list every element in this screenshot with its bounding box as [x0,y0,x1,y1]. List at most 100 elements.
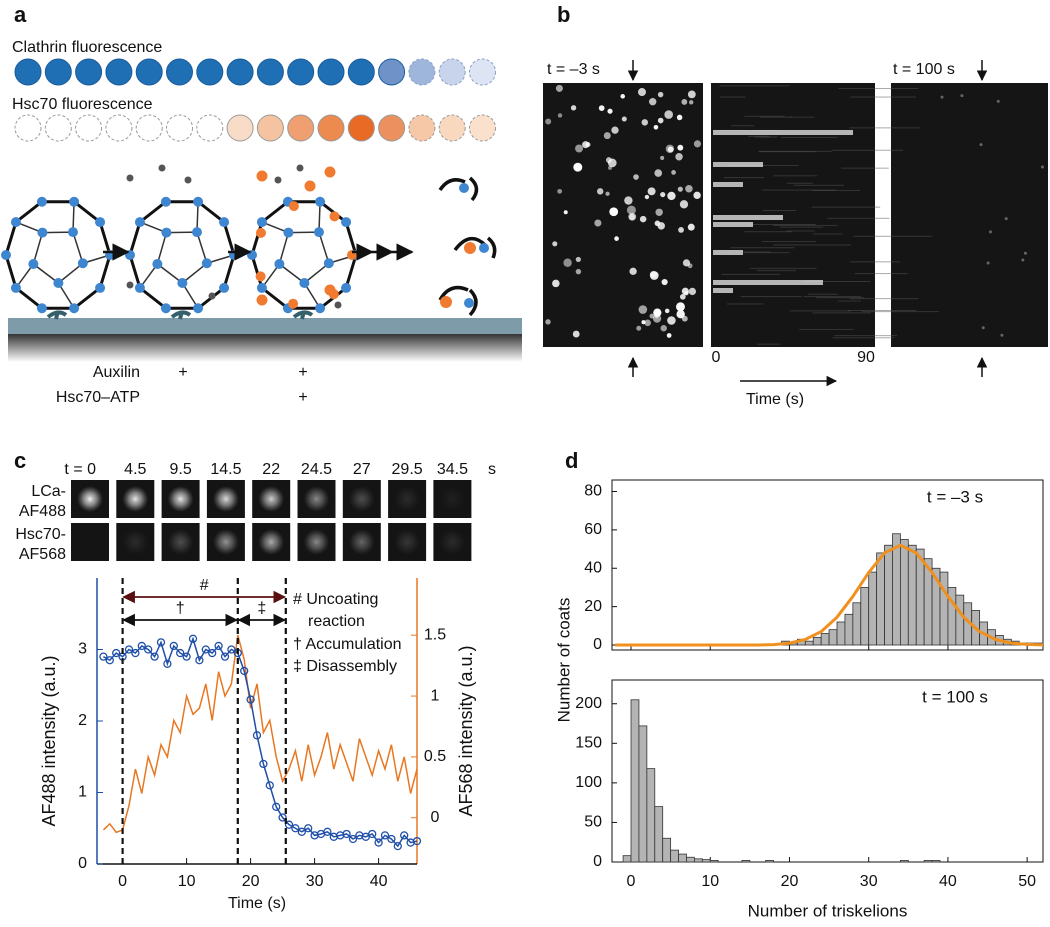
x-axis-label: Time (s) [228,895,286,912]
noise [812,312,872,314]
coat-spot [667,316,676,325]
coat-spot [649,270,657,278]
triskelion-hub [28,259,39,270]
hist-bar [892,533,901,646]
kymo-axis-label: Time (s) [746,391,804,408]
hsc70-dot [166,114,193,142]
triskelion-hub [341,217,352,228]
triskelion [453,236,497,259]
coat-spot [575,256,581,263]
faint-spot [989,230,993,234]
data-point [201,645,210,654]
data-point [348,834,358,844]
coat-spot [653,308,662,317]
coat-spot [596,188,604,195]
noise [744,231,792,233]
data-point [265,781,274,790]
triskelion-hub [341,282,352,293]
coat-spot [626,205,636,215]
triskelion-hub [177,277,188,288]
noise [812,189,860,191]
noise [786,230,815,232]
image-time-unit: s [488,461,496,478]
triskelion-hub [274,259,285,270]
noise [849,298,919,300]
coat-spot [687,223,695,231]
data-point [380,831,390,840]
clathrin-dot [287,58,315,86]
coat-spot [582,141,590,149]
x-tick-label: 10 [178,873,196,890]
row-label: AF488 [19,503,66,520]
faint-spot [1040,165,1044,169]
triskelion-hub [323,258,334,269]
data-point [137,641,146,651]
coat-spot [664,110,673,119]
noise [780,136,838,138]
noise [761,189,837,191]
y-axis-label: Number of coats [554,598,573,723]
coat-spot [661,278,668,286]
faint-spot [960,94,964,98]
triskelion-hub [283,227,294,238]
condition: Auxilin [93,364,140,381]
noise [787,182,813,184]
coat-spot [545,319,551,325]
kymo-streak [713,222,753,227]
kymo-tick: 90 [857,349,875,366]
coat-spot [637,88,647,97]
triskelion-hub [134,282,145,293]
triskelion-hub [95,217,106,228]
hsc70-atp [324,166,336,178]
faint-spot [1004,217,1008,221]
hist-bar [868,571,878,646]
coat-spot [620,94,626,99]
coat-spot [603,132,611,140]
triskelion-hub [459,183,469,193]
clathrin-dot [347,58,375,86]
coat-spot [677,186,683,192]
data-point [124,645,134,654]
coat-spot [641,320,646,325]
image-time: 24.5 [301,461,332,478]
hsc70 [255,227,266,238]
hist-bar [670,849,679,863]
cage-inner [32,231,84,284]
triskelion-hub [191,227,202,238]
thumbnail-spot [77,486,103,512]
coat-spot [654,169,663,177]
triskelion-hub [10,282,21,293]
triskelion-hub [160,303,171,314]
noise [758,151,816,153]
noise [853,235,932,237]
hsc70-dot [317,114,345,142]
clathrin-dot [256,58,284,86]
auxilin [126,174,134,182]
triskelion-hub [201,258,212,269]
coat-spot [679,293,686,300]
thumbnail-spot [212,486,239,512]
x-tick-label: 0 [118,873,127,890]
legend-text: ‡ Disassembly [293,658,397,675]
hsc70-dot [378,114,406,142]
span-symbol: # [200,577,209,594]
triskelion-hub [95,282,106,293]
coat-spot [557,113,563,118]
triskelion-hub [256,282,267,293]
coat-spot [667,191,676,201]
data-point [240,666,249,676]
y-tick-label: 80 [584,483,602,500]
coat-spot [575,144,584,153]
hist-bar [955,594,965,646]
noise [816,297,865,299]
thumbnail-spot [439,486,466,512]
data-point [208,648,217,658]
clathrin-dot [438,58,466,86]
y2-tick-label: 0 [431,809,440,826]
y-tick-label: 2 [78,712,87,729]
y-tick-label: 50 [584,814,602,831]
row-label: Hsc70- [15,526,66,543]
coat-spot [657,222,665,230]
clathrin-dot [378,58,406,86]
y-tick-label: 0 [593,636,602,653]
